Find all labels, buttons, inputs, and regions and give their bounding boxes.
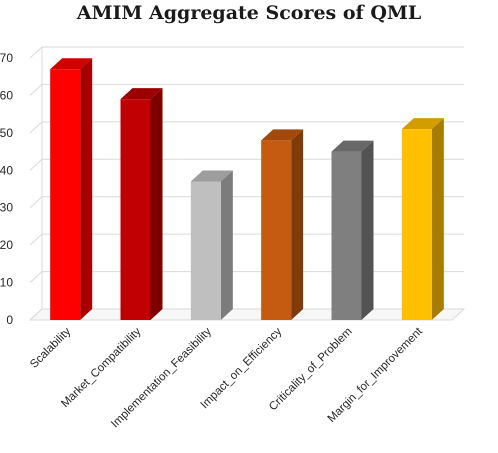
y-tick-label: 60 [0, 88, 13, 102]
chart-floor [28, 308, 466, 321]
bar-front [120, 99, 151, 321]
x-tick-label: Scalability [28, 325, 73, 370]
bar [261, 129, 304, 320]
y-tick-label: 20 [0, 238, 13, 252]
gridline-side [29, 196, 43, 209]
gridline-side [29, 233, 43, 246]
y-tick-label: 30 [0, 201, 13, 215]
y-tick-label: 70 [0, 51, 13, 65]
bar-front [401, 129, 432, 320]
bar-side [80, 58, 93, 320]
bar-top [50, 58, 93, 70]
bar-top [331, 140, 374, 152]
bar-front [190, 181, 221, 320]
bar-side [361, 140, 374, 320]
bar-front [331, 151, 362, 320]
gridlines [29, 46, 464, 321]
bar [331, 140, 374, 320]
chart-walls [28, 47, 466, 321]
x-tick-label: Market_Compatibility [59, 325, 144, 410]
y-axis-ticks: 0 10 20 30 40 50 60 70 [0, 51, 13, 327]
gridline-side [29, 46, 43, 59]
bar-top [261, 129, 304, 141]
bar-front [50, 69, 81, 320]
bars [50, 58, 444, 321]
bar-top [401, 118, 444, 130]
bar [401, 118, 444, 320]
gridline-side [29, 84, 43, 96]
chart-title: AMIM Aggregate Scores of QML [76, 2, 422, 24]
gridline-side [29, 308, 43, 321]
x-axis-labels: ScalabilityMarket_CompatibilityImplement… [28, 325, 425, 430]
bar-side [150, 88, 163, 321]
y-tick-label: 10 [0, 276, 13, 290]
x-tick-label: Impact_on_Efficiency [199, 325, 285, 411]
y-tick-label: 50 [0, 126, 13, 140]
y-tick-label: 40 [0, 163, 13, 177]
bar [190, 170, 233, 320]
bar [50, 58, 93, 320]
y-tick-label: 0 [6, 313, 13, 327]
gridline-side [29, 121, 43, 134]
bar-side [431, 118, 444, 320]
gridline-side [29, 271, 43, 283]
gridline-side [29, 158, 43, 171]
bar-top [190, 170, 233, 182]
bar-front [261, 140, 292, 320]
bar-side [220, 170, 233, 320]
bar-top [120, 88, 163, 100]
bar-side [291, 129, 304, 320]
bar [120, 88, 163, 321]
